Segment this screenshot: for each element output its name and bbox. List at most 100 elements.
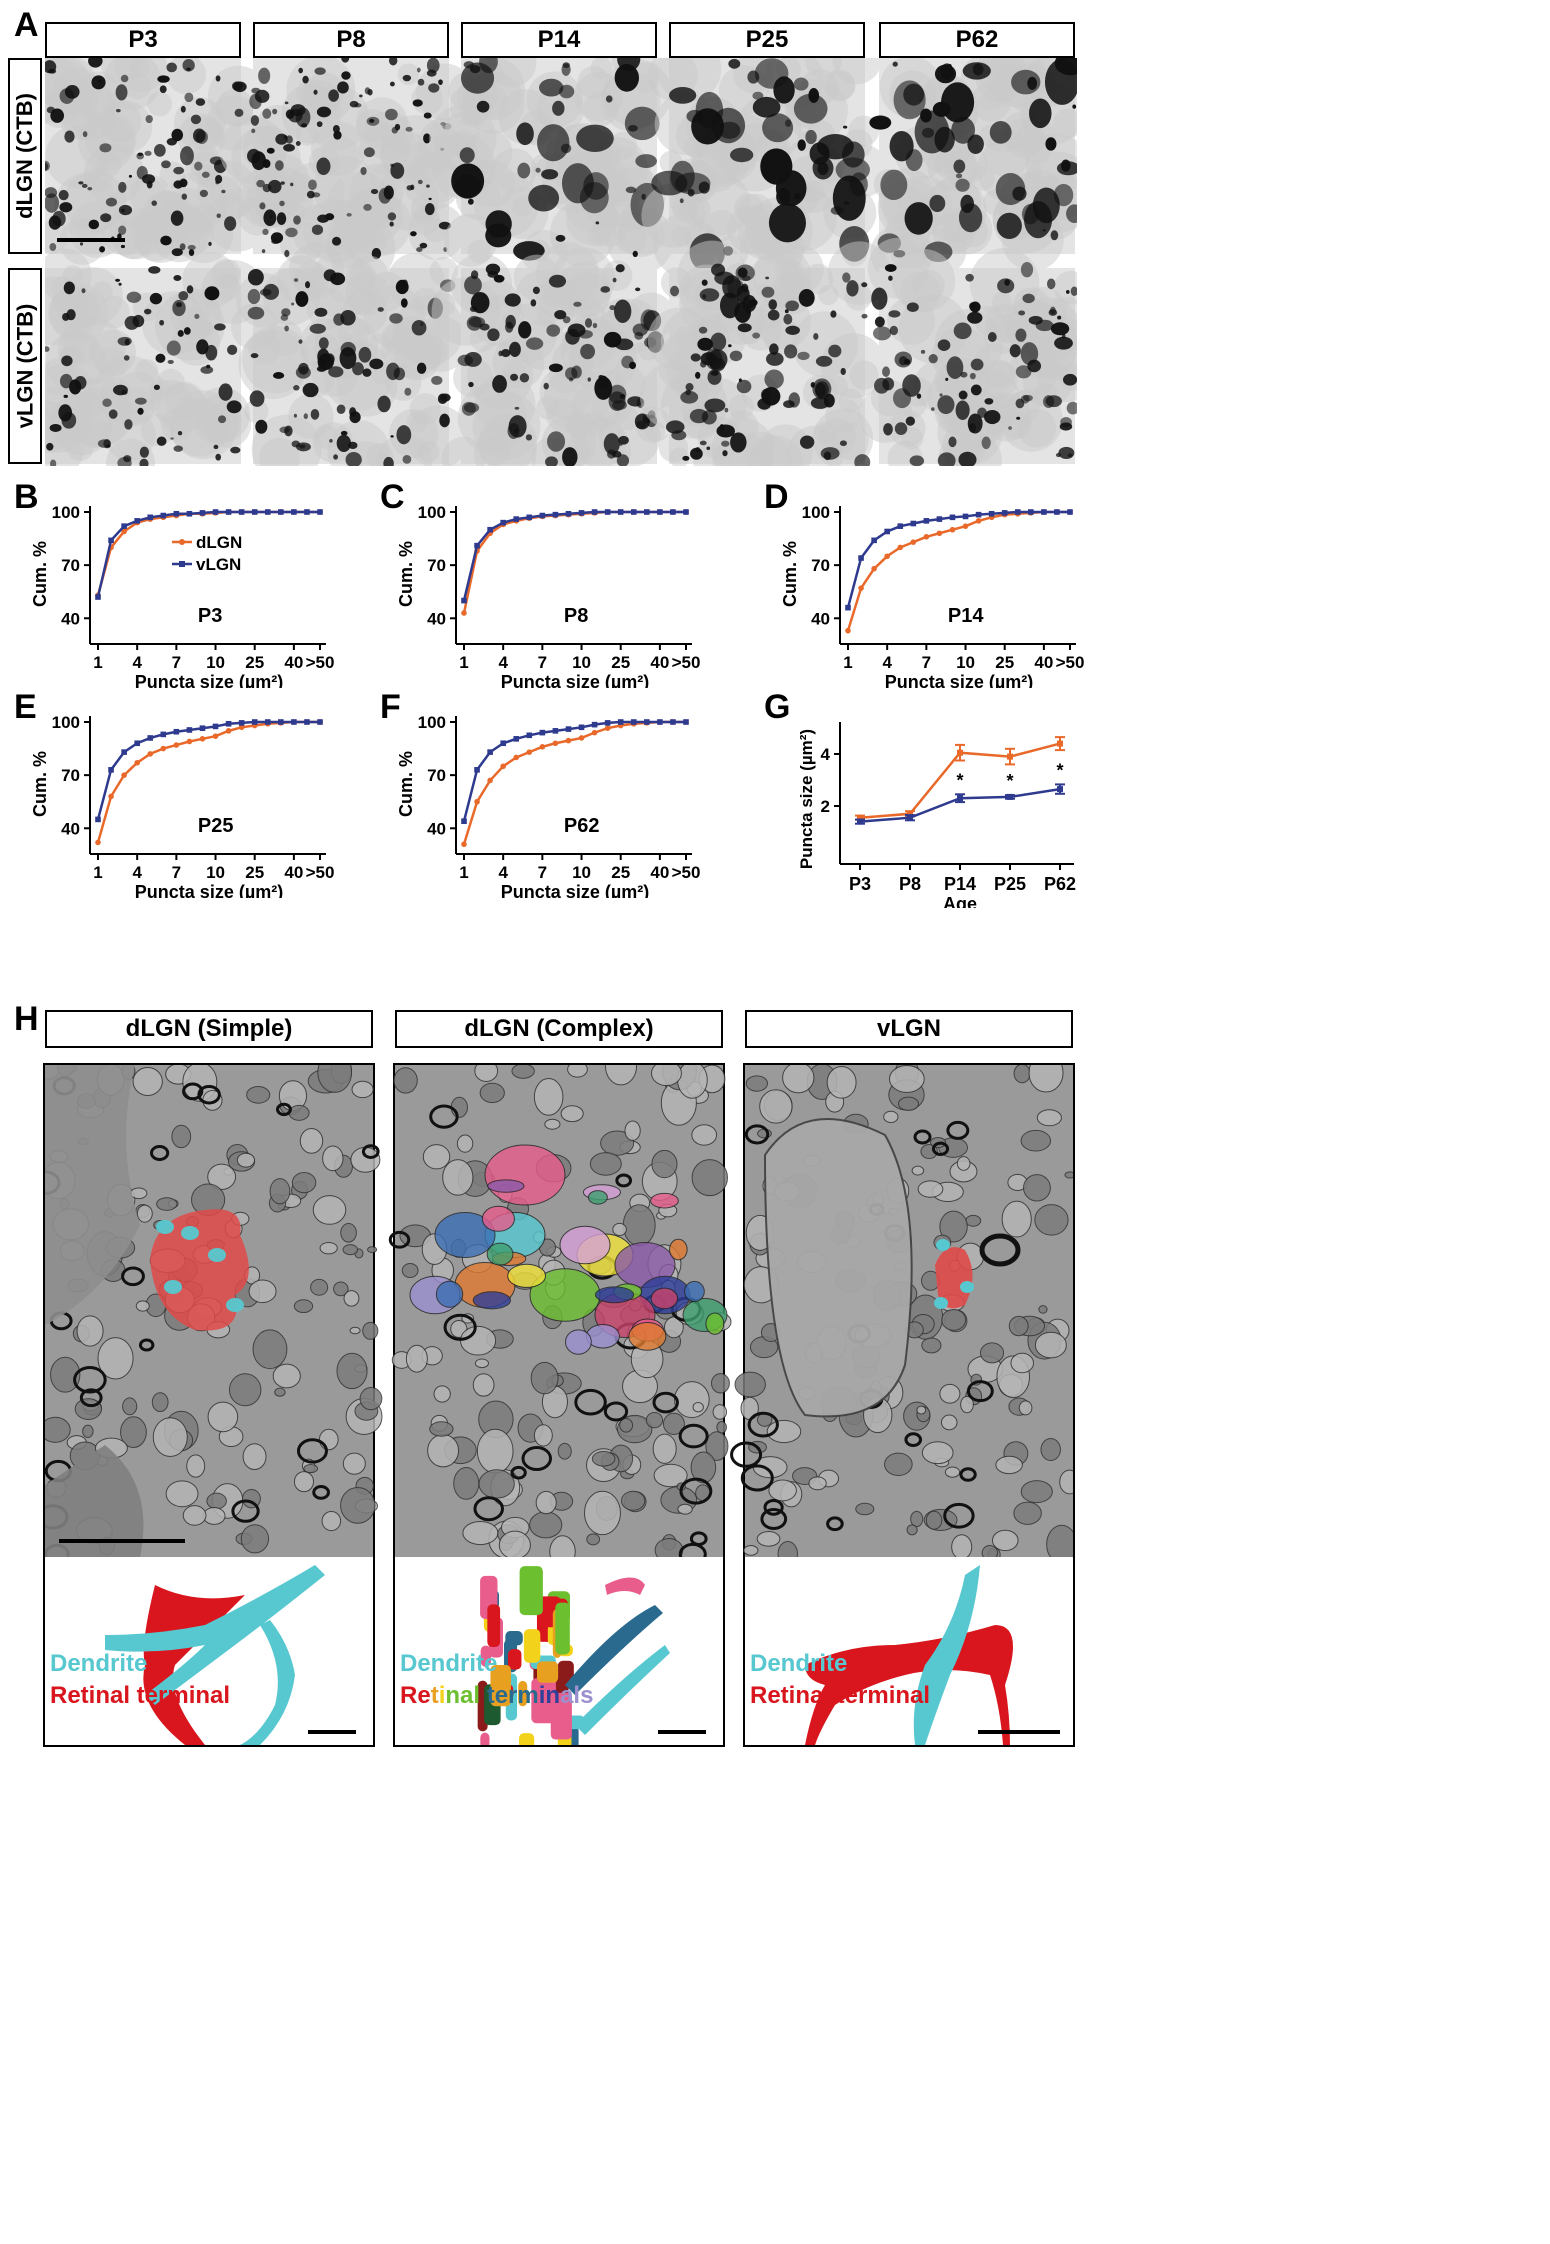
x-tick-label: 4: [882, 653, 892, 672]
x-axis-label: Puncta size (µm²): [501, 882, 649, 898]
x-tick-label: 4: [498, 653, 508, 672]
point-vLGN: [500, 740, 506, 747]
point-dLGN: [461, 841, 467, 848]
title-vlgn: vLGN: [745, 1010, 1073, 1048]
y-tick-label: 4: [821, 745, 831, 764]
point-dLGN: [907, 810, 913, 817]
x-tick-label: 4: [498, 863, 508, 882]
x-axis-label: Puncta size (µm²): [135, 672, 283, 688]
point-vLGN: [1057, 786, 1063, 793]
point-vLGN: [264, 719, 271, 725]
y-tick-label: 100: [52, 713, 80, 732]
point-vLGN: [683, 509, 689, 515]
point-vLGN: [199, 510, 206, 516]
panel-label-a: A: [14, 6, 39, 44]
point-vLGN: [474, 767, 480, 773]
point-vLGN: [644, 719, 650, 725]
row-header-dlgn-text: dLGN (CTB): [12, 93, 38, 219]
legend-dendrite-vlgn: Dendrite: [750, 1650, 848, 1677]
panel-label-d: D: [764, 478, 789, 516]
scale-bar: [308, 1730, 356, 1734]
panel-label-g: G: [764, 688, 791, 726]
y-tick-label: 70: [811, 556, 830, 575]
point-dLGN: [461, 610, 467, 616]
y-tick-label: 40: [61, 819, 80, 838]
point-vLGN: [604, 720, 611, 726]
age-label: P8: [564, 605, 588, 627]
point-vLGN: [591, 721, 598, 728]
dendrite-overlay: [960, 1281, 974, 1293]
point-vLGN: [907, 814, 913, 821]
x-tick-label: 7: [922, 653, 931, 672]
point-vLGN: [1067, 509, 1073, 515]
legend-part-2: t: [430, 1682, 439, 1709]
point-vLGN: [474, 542, 480, 549]
legend-part-3: i: [438, 1682, 446, 1709]
dendrite-overlay: [181, 1226, 199, 1240]
x-tick-label: 4: [132, 653, 142, 672]
point-vLGN: [936, 516, 943, 522]
point-vLGN: [565, 726, 572, 732]
point-vLGN: [897, 523, 904, 529]
series-line-vLGN: [462, 510, 686, 601]
age-label: P25: [198, 815, 234, 837]
point-dLGN: [121, 772, 127, 778]
scale-bar: [978, 1730, 1060, 1734]
point-dLGN: [1057, 740, 1063, 747]
legend-part-5: term: [486, 1682, 539, 1709]
point-vLGN: [552, 728, 559, 734]
point-vLGN: [95, 816, 101, 823]
point-vLGN: [988, 510, 995, 517]
x-tick-label: 7: [538, 863, 547, 882]
x-tick-label: >50: [306, 863, 335, 882]
point-vLGN: [923, 518, 930, 524]
point-vLGN: [108, 767, 114, 773]
point-dLGN: [199, 736, 206, 742]
point-dLGN: [95, 839, 101, 846]
x-axis-label: Age: [943, 894, 977, 908]
y-tick-label: 40: [811, 609, 830, 628]
point-dLGN: [212, 733, 219, 739]
point-vLGN: [845, 604, 851, 611]
column-header-p3: P3: [45, 22, 241, 58]
point-dLGN: [591, 729, 598, 736]
micrograph-tile: [231, 242, 470, 466]
dendrite-overlay: [226, 1298, 244, 1312]
point-vLGN: [147, 514, 154, 521]
render-complex: [477, 1566, 706, 1745]
x-tick-label: 7: [172, 863, 181, 882]
x-tick-label: 10: [572, 863, 591, 882]
point-vLGN: [1028, 509, 1034, 515]
point-vLGN: [500, 519, 506, 526]
point-vLGN: [630, 509, 637, 515]
point-dLGN: [108, 793, 114, 800]
point-vLGN: [95, 594, 101, 600]
x-axis-label: Puncta size (µm²): [885, 672, 1033, 688]
point-vLGN: [657, 719, 663, 725]
row-header-vlgn: vLGN (CTB): [8, 268, 42, 464]
legend-part-6: in: [538, 1682, 561, 1709]
point-vLGN: [199, 725, 206, 731]
x-tick-label: 10: [956, 653, 975, 672]
point-vLGN: [591, 509, 598, 515]
point-dLGN: [225, 728, 232, 734]
retinal-terminal-overlay: [150, 1209, 249, 1331]
point-dLGN: [121, 528, 127, 535]
point-vLGN: [108, 537, 114, 544]
point-vLGN: [238, 509, 245, 515]
panel-label-e: E: [14, 688, 37, 726]
point-dLGN: [884, 553, 890, 560]
point-vLGN: [134, 518, 140, 524]
x-tick-label: 25: [245, 653, 264, 672]
x-tick-label: 4: [132, 863, 142, 882]
y-tick-label: 100: [52, 503, 80, 522]
point-vLGN: [225, 509, 232, 515]
x-tick-label: P14: [944, 874, 976, 894]
point-dLGN: [147, 751, 154, 757]
micrograph-tile: [639, 240, 892, 466]
column-header-p8: P8: [253, 22, 449, 58]
point-dLGN: [936, 530, 943, 537]
dendrite-overlay: [936, 1239, 950, 1251]
point-vLGN: [278, 509, 284, 515]
